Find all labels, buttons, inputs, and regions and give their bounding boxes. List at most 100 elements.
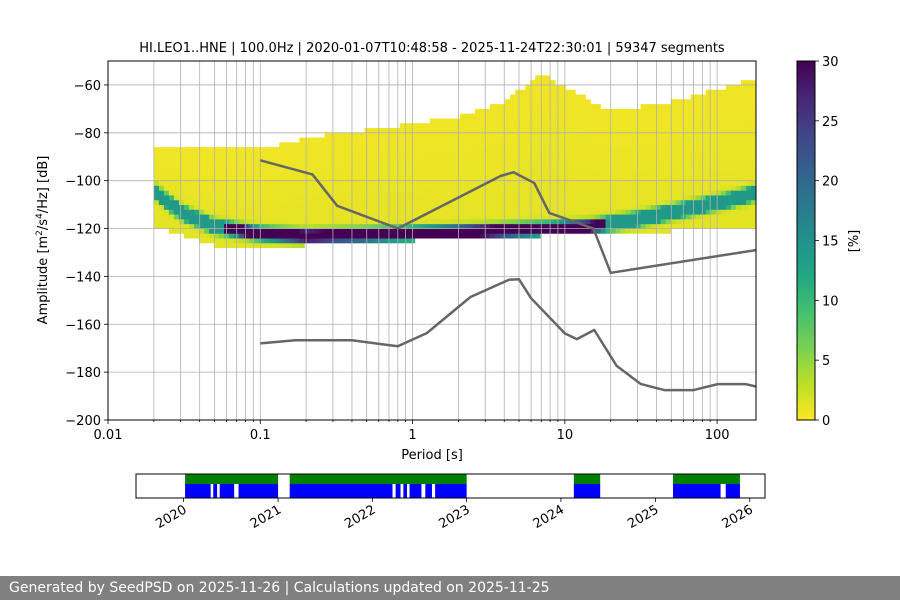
heatmap-cell	[384, 147, 391, 153]
heatmap-cell	[153, 180, 160, 186]
heatmap-cell	[570, 142, 576, 148]
heatmap-cell	[369, 190, 376, 196]
heatmap-cell	[244, 204, 250, 210]
heatmap-cell	[725, 137, 732, 143]
heatmap-cell	[404, 195, 411, 201]
heatmap-cell	[209, 233, 215, 239]
heatmap-cell	[620, 185, 626, 191]
heatmap-cell	[660, 108, 667, 115]
heatmap-cell	[204, 156, 210, 162]
heatmap-cell	[289, 223, 295, 229]
heatmap-cell	[650, 113, 657, 119]
heatmap-cell	[550, 123, 556, 129]
heatmap-cell	[740, 123, 747, 129]
heatmap-cell	[550, 180, 556, 186]
heatmap-cell	[354, 238, 360, 244]
heatmap-cell	[530, 118, 536, 124]
heatmap-cell	[454, 142, 461, 148]
heatmap-cell	[630, 156, 636, 162]
heatmap-cell	[500, 204, 506, 210]
timeline-tick-label: 2023	[436, 502, 472, 532]
heatmap-cell	[284, 161, 290, 167]
heatmap-cell	[359, 199, 365, 205]
heatmap-cell	[269, 242, 275, 249]
heatmap-cell	[259, 185, 265, 191]
heatmap-cell	[625, 209, 631, 215]
noise-model-line	[259, 159, 756, 275]
timeline-ticks: 2020 2021 2022 2023 2024 2025 2026	[153, 498, 756, 532]
heatmap-cell	[670, 113, 677, 119]
heatmap-cell	[510, 195, 516, 201]
heatmap-cell	[550, 195, 556, 201]
heatmap-cell	[515, 99, 521, 105]
heatmap-cell	[535, 195, 541, 201]
heatmap-cell	[615, 151, 621, 158]
heatmap-cell	[520, 223, 526, 229]
heatmap-cell	[454, 199, 461, 205]
heatmap-cell	[655, 223, 662, 229]
heatmap-cell	[645, 166, 652, 172]
heatmap-cell	[550, 99, 556, 105]
heatmap-cell	[730, 151, 737, 158]
heatmap-cell	[379, 156, 386, 162]
heatmap-cell	[510, 228, 516, 234]
heatmap-cell	[735, 128, 742, 134]
heatmap-cell	[615, 166, 621, 172]
heatmap-cell	[550, 132, 556, 138]
heatmap-cell	[665, 223, 672, 229]
heatmap-cell	[480, 214, 486, 220]
heatmap-cell	[600, 137, 606, 143]
heatmap-cell	[610, 128, 616, 134]
heatmap-cell	[474, 171, 481, 177]
heatmap-cell	[550, 104, 556, 110]
heatmap-cell	[329, 171, 335, 177]
heatmap-cell	[354, 132, 360, 138]
heatmap-cell	[515, 195, 521, 201]
heatmap-cell	[570, 151, 576, 158]
heatmap-cell	[369, 161, 376, 167]
heatmap-cell	[730, 132, 737, 138]
y-axis-label-end: /Hz] [dB]	[36, 156, 51, 214]
heatmap-cell	[700, 108, 707, 115]
heatmap-cell	[560, 204, 566, 210]
heatmap-cell	[595, 128, 601, 134]
heatmap-cell	[429, 171, 436, 177]
heatmap-cell	[454, 190, 461, 196]
heatmap-cell	[660, 171, 667, 177]
heatmap-cell	[329, 132, 335, 138]
heatmap-cell	[580, 94, 586, 100]
heatmap-cell	[183, 156, 190, 162]
heatmap-cell	[344, 199, 350, 205]
heatmap-cell	[434, 175, 441, 182]
heatmap-cell	[474, 132, 481, 138]
heatmap-cell	[590, 166, 596, 172]
heatmap-cell	[685, 223, 692, 229]
heatmap-cell	[193, 161, 200, 167]
heatmap-cell	[319, 147, 325, 153]
heatmap-cell	[485, 190, 491, 196]
heatmap-cell	[379, 137, 386, 143]
heatmap-cell	[655, 151, 662, 158]
heatmap-cell	[685, 108, 692, 115]
heatmap-cell	[710, 223, 717, 229]
heatmap-cell	[605, 185, 611, 191]
heatmap-cell	[515, 175, 521, 182]
heatmap-cell	[319, 156, 325, 162]
heatmap-cell	[725, 99, 732, 105]
heatmap-cell	[384, 199, 391, 205]
heatmap-cell	[615, 199, 621, 205]
heatmap-cell	[389, 195, 396, 201]
heatmap-cell	[650, 128, 657, 134]
heatmap-cell	[204, 209, 210, 215]
heatmap-cell	[550, 166, 556, 172]
heatmap-cell	[625, 199, 631, 205]
heatmap-cell	[178, 228, 185, 234]
heatmap-cell	[520, 199, 526, 205]
heatmap-cell	[700, 199, 707, 205]
heatmap-cell	[229, 185, 235, 191]
heatmap-cell	[565, 128, 571, 134]
heatmap-cell	[269, 190, 275, 196]
heatmap-cell	[640, 142, 647, 148]
heatmap-cell	[610, 180, 616, 186]
heatmap-cell	[474, 175, 481, 182]
